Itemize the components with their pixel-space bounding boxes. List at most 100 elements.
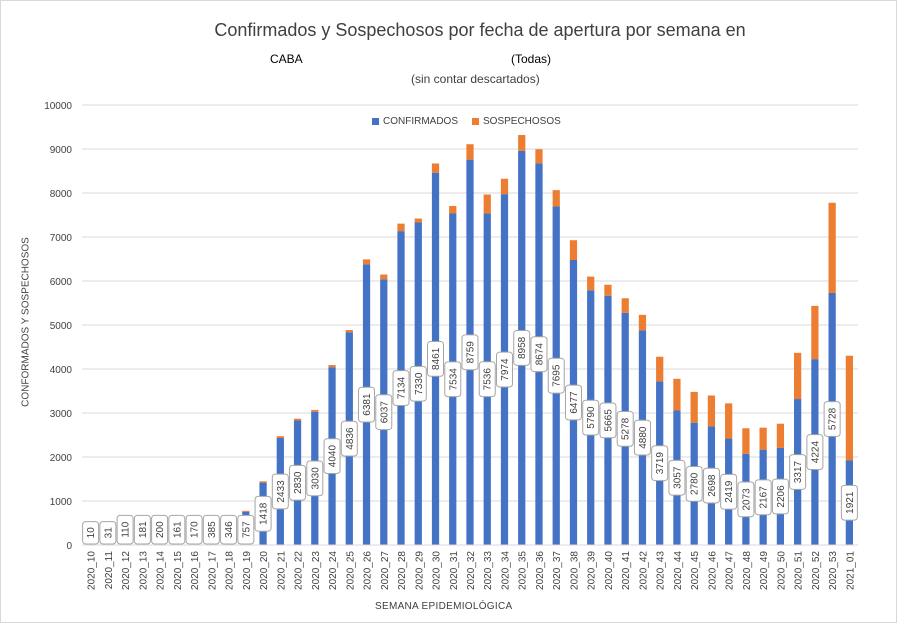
legend: CONFIRMADOS SOSPECHOSOS bbox=[372, 116, 575, 127]
data-label: 5665 bbox=[599, 402, 617, 439]
data-label-text: 8958 bbox=[517, 336, 528, 359]
bar-sospechosos bbox=[397, 223, 405, 232]
data-label-box bbox=[375, 394, 393, 431]
x-tick-label: 2020_17 bbox=[207, 551, 218, 590]
bar-sospechosos bbox=[569, 240, 578, 261]
data-label: 5278 bbox=[616, 410, 634, 447]
x-tick-label: 2020_40 bbox=[604, 551, 615, 590]
bar-sospechosos bbox=[483, 194, 491, 214]
y-tick-label: 8000 bbox=[50, 189, 73, 200]
data-label-text: 6037 bbox=[379, 401, 390, 424]
x-tick-label: 2020_38 bbox=[569, 551, 580, 590]
data-label-text: 2433 bbox=[276, 480, 287, 503]
y-tick-label: 3000 bbox=[50, 409, 73, 420]
data-label-box bbox=[823, 401, 841, 437]
data-label: 6477 bbox=[564, 384, 582, 421]
y-tick-label: 2000 bbox=[50, 453, 73, 464]
x-tick-label: 2020_45 bbox=[690, 551, 701, 590]
data-label-box bbox=[806, 434, 824, 470]
data-label-box bbox=[720, 473, 738, 510]
bar-sospechosos bbox=[742, 428, 750, 454]
bar-sospechosos bbox=[707, 395, 716, 427]
data-label: 7134 bbox=[392, 370, 410, 406]
data-label-box bbox=[771, 478, 789, 515]
data-label-box bbox=[427, 340, 445, 377]
x-tick-label: 2020_42 bbox=[638, 551, 649, 590]
x-tick-label: 2020_39 bbox=[587, 551, 598, 590]
bar-sospechosos bbox=[656, 356, 664, 382]
x-axis-label: SEMANA EPIDEMIOLÓGICA bbox=[375, 601, 513, 612]
data-label-text: 161 bbox=[172, 521, 183, 538]
data-label-text: 2073 bbox=[741, 488, 752, 511]
x-tick-label: 2020_41 bbox=[621, 551, 632, 590]
data-label-text: 5665 bbox=[603, 409, 614, 432]
y-tick-label: 9000 bbox=[50, 145, 73, 156]
data-label-box bbox=[82, 521, 100, 545]
data-label-text: 2830 bbox=[293, 471, 304, 494]
bar-sospechosos bbox=[621, 298, 629, 313]
data-label: 170 bbox=[185, 514, 203, 545]
bar-sospechosos bbox=[811, 305, 819, 360]
x-tick-label: 2020_50 bbox=[776, 551, 787, 590]
data-label: 346 bbox=[220, 514, 238, 545]
data-label: 31 bbox=[99, 521, 117, 545]
data-label-text: 7536 bbox=[483, 368, 494, 391]
data-label-box bbox=[289, 464, 307, 501]
data-label: 385 bbox=[202, 514, 220, 545]
data-label-box bbox=[99, 521, 117, 545]
bar-sospechosos bbox=[845, 355, 853, 461]
data-label: 7695 bbox=[547, 357, 565, 394]
data-label-text: 8674 bbox=[534, 343, 545, 366]
bar-sospechosos bbox=[552, 190, 560, 207]
data-label-box bbox=[151, 514, 169, 545]
data-label-text: 2698 bbox=[707, 474, 718, 497]
data-label: 7974 bbox=[495, 351, 513, 388]
data-label-box bbox=[220, 514, 238, 545]
data-label-box bbox=[202, 514, 220, 545]
data-label: 6037 bbox=[375, 394, 393, 431]
legend-label-confirmados: CONFIRMADOS bbox=[383, 116, 458, 127]
data-label: 161 bbox=[168, 514, 186, 545]
data-label: 2073 bbox=[737, 481, 755, 518]
data-label: 2698 bbox=[702, 467, 720, 504]
data-label: 2780 bbox=[685, 465, 703, 502]
bar-sospechosos bbox=[431, 163, 440, 173]
y-tick-label: 5000 bbox=[50, 321, 73, 332]
data-label-text: 10 bbox=[86, 527, 97, 539]
data-label-box bbox=[306, 460, 324, 497]
data-label-box bbox=[599, 402, 617, 439]
bar-sospechosos bbox=[259, 481, 267, 483]
data-label-text: 4836 bbox=[345, 427, 356, 450]
bar-sospechosos bbox=[276, 436, 284, 438]
data-label-text: 6477 bbox=[569, 391, 580, 414]
bar-sospechosos bbox=[293, 418, 302, 421]
data-label-box bbox=[478, 361, 496, 398]
bar-sospechosos bbox=[345, 330, 353, 333]
bar-sospechosos bbox=[362, 259, 371, 265]
legend-swatch-sospechosos bbox=[472, 118, 479, 125]
bar-sospechosos bbox=[587, 276, 595, 291]
x-tick-label: 2020_11 bbox=[104, 551, 115, 590]
x-tick-label: 2020_28 bbox=[397, 551, 408, 590]
data-label: 8674 bbox=[530, 336, 548, 373]
x-tick-label: 2020_24 bbox=[328, 551, 339, 590]
data-label: 2206 bbox=[771, 478, 789, 515]
data-label: 2419 bbox=[720, 473, 738, 510]
bar-sospechosos bbox=[518, 135, 526, 151]
data-label-box bbox=[358, 386, 376, 423]
y-tick-label: 10000 bbox=[44, 101, 72, 112]
bar-sospechosos bbox=[311, 409, 319, 412]
data-label-box bbox=[513, 330, 531, 366]
data-label-text: 1921 bbox=[845, 491, 856, 514]
x-tick-label: 2020_51 bbox=[794, 551, 805, 590]
chart-title: Confirmados y Sospechosos por fecha de a… bbox=[214, 20, 746, 40]
data-label: 8461 bbox=[427, 340, 445, 377]
data-label-text: 3057 bbox=[672, 466, 683, 489]
legend-label-sospechosos: SOSPECHOSOS bbox=[483, 116, 561, 127]
data-label-box bbox=[564, 384, 582, 421]
data-label: 3317 bbox=[789, 454, 807, 490]
data-label-text: 5278 bbox=[621, 417, 632, 440]
data-label: 1921 bbox=[840, 484, 858, 521]
x-tick-label: 2020_15 bbox=[173, 551, 184, 590]
